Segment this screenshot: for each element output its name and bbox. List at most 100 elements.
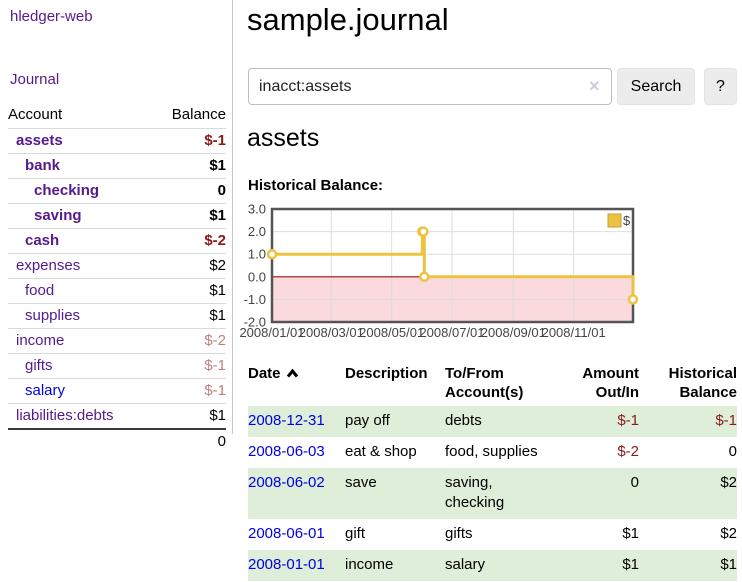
transaction-row: 2008-01-01 income salary $1 $1 <box>248 550 737 581</box>
sidebar-item-journal[interactable]: Journal <box>10 71 60 88</box>
transaction-description: pay off <box>345 412 390 429</box>
transaction-accounts: food, supplies <box>445 443 538 460</box>
account-row: saving $1 <box>8 203 226 229</box>
account-link[interactable]: cash <box>25 232 60 249</box>
account-link[interactable]: income <box>16 332 65 349</box>
svg-text:1.0: 1.0 <box>248 247 266 262</box>
page-title: sample.journal <box>247 2 449 37</box>
register-header-accounts: To/From Account(s) <box>445 365 524 401</box>
transaction-date-link[interactable]: 2008-06-01 <box>248 525 325 542</box>
account-link[interactable]: food <box>25 282 55 299</box>
svg-text:$: $ <box>623 213 631 228</box>
transaction-amount: 0 <box>630 474 639 491</box>
account-balance: $1 <box>152 403 226 429</box>
clear-search-icon[interactable]: × <box>589 76 600 96</box>
svg-text:-2.0: -2.0 <box>244 315 266 330</box>
accounts-header-account: Account <box>8 106 63 123</box>
transaction-amount: $-1 <box>617 412 639 429</box>
svg-text:2008/05/01: 2008/05/01 <box>359 325 424 340</box>
transaction-amount: $1 <box>622 525 639 542</box>
account-row: liabilities:debts $1 <box>8 403 226 429</box>
transaction-date-link[interactable]: 2008-06-02 <box>248 474 325 491</box>
register-table-body: 2008-12-31 pay off debts $-1 $-1 2008-06-03 ea… <box>248 406 737 581</box>
account-balance: $-1 <box>152 353 226 379</box>
transaction-accounts: salary <box>445 556 486 573</box>
register-table: Date Description To/From Account(s) Amou… <box>248 362 737 581</box>
transaction-balance: $-1 <box>715 412 737 429</box>
account-balance: $1 <box>152 303 226 329</box>
transaction-accounts: debts <box>445 412 482 429</box>
transaction-date-link[interactable]: 2008-12-31 <box>248 412 325 429</box>
account-balance: $-1 <box>152 378 226 404</box>
search-button[interactable]: Search <box>617 68 695 105</box>
account-link[interactable]: gifts <box>25 357 53 374</box>
accounts-total-row: 0 <box>8 428 226 453</box>
svg-text:3.0: 3.0 <box>248 202 266 217</box>
transaction-description: gift <box>345 525 366 542</box>
chart-title: Historical Balance: <box>248 177 384 194</box>
register-header-amount: Amount Out/In <box>582 365 639 401</box>
transaction-row: 2008-06-01 gift gifts $1 $2 <box>248 519 737 550</box>
svg-text:2008/11/01: 2008/11/01 <box>542 325 606 340</box>
accounts-table-body: assets $-1 bank $1 checking 0 saving $1 cash $-2 e… <box>8 128 226 429</box>
accounts-table: Account Balance assets $-1 bank $1 checking 0… <box>8 104 226 453</box>
account-row: assets $-1 <box>8 128 226 154</box>
transaction-balance: 0 <box>728 443 737 460</box>
account-link[interactable]: checking <box>34 182 100 199</box>
account-balance: $2 <box>152 253 226 279</box>
account-balance: $-2 <box>152 328 226 354</box>
account-row: gifts $-1 <box>8 353 226 379</box>
search-input[interactable] <box>248 68 612 105</box>
sidebar: hledger-web Journal Account Balance asse… <box>0 0 233 453</box>
account-link[interactable]: assets <box>16 132 63 149</box>
account-row: supplies $1 <box>8 303 226 329</box>
svg-text:0.0: 0.0 <box>248 269 266 284</box>
account-link[interactable]: liabilities:debts <box>16 407 114 424</box>
svg-text:2008/01/01: 2008/01/01 <box>239 325 304 340</box>
account-row: checking 0 <box>8 178 226 204</box>
accounts-total-value: 0 <box>152 428 226 453</box>
account-link[interactable]: salary <box>25 382 66 399</box>
register-header-date[interactable]: Date <box>248 362 345 406</box>
account-link[interactable]: supplies <box>25 307 81 324</box>
transaction-balance: $2 <box>720 525 737 542</box>
transaction-description: eat & shop <box>345 443 417 460</box>
transaction-row: 2008-06-02 save saving, checking 0 $2 <box>248 468 737 519</box>
account-row: income $-2 <box>8 328 226 354</box>
app-title-link[interactable]: hledger-web <box>10 8 93 25</box>
account-row: food $1 <box>8 278 226 304</box>
account-balance: 0 <box>152 178 226 204</box>
transaction-row: 2008-06-03 eat & shop food, supplies $-2 0 <box>248 437 737 468</box>
svg-text:2.0: 2.0 <box>248 224 266 239</box>
account-link[interactable]: expenses <box>16 257 81 274</box>
transaction-row: 2008-12-31 pay off debts $-1 $-1 <box>248 406 737 437</box>
transaction-date-link[interactable]: 2008-06-03 <box>248 443 325 460</box>
svg-text:2008/09/01: 2008/09/01 <box>481 325 546 340</box>
account-balance: $1 <box>152 278 226 304</box>
transaction-balance: $1 <box>720 556 737 573</box>
account-row: cash $-2 <box>8 228 226 254</box>
account-row: salary $-1 <box>8 378 226 404</box>
account-balance: $-1 <box>152 128 226 154</box>
transaction-description: income <box>345 556 394 573</box>
account-heading: assets <box>247 124 320 152</box>
transaction-date-link[interactable]: 2008-01-01 <box>248 556 325 573</box>
account-row: expenses $2 <box>8 253 226 279</box>
historical-balance-chart[interactable]: $3.0 2.0 1.0 0.0 -1.0 -2.02008/01/012008/03/0… <box>238 200 698 345</box>
account-balance: $1 <box>152 203 226 229</box>
register-header-description: Description <box>345 365 428 382</box>
svg-text:2008/07/01: 2008/07/01 <box>419 325 484 340</box>
register-header-balance: Historical Balance <box>668 365 737 401</box>
transaction-accounts: gifts <box>445 525 473 542</box>
transaction-amount: $1 <box>622 556 639 573</box>
svg-text:-1.0: -1.0 <box>244 292 266 307</box>
transaction-amount: $-2 <box>617 443 639 460</box>
help-button[interactable]: ? <box>704 68 737 105</box>
account-balance: $1 <box>152 153 226 179</box>
account-link[interactable]: bank <box>25 157 61 174</box>
accounts-header-balance: Balance <box>171 106 226 123</box>
account-balance: $-2 <box>152 228 226 254</box>
account-link[interactable]: saving <box>34 207 82 224</box>
transaction-balance: $2 <box>720 474 737 491</box>
